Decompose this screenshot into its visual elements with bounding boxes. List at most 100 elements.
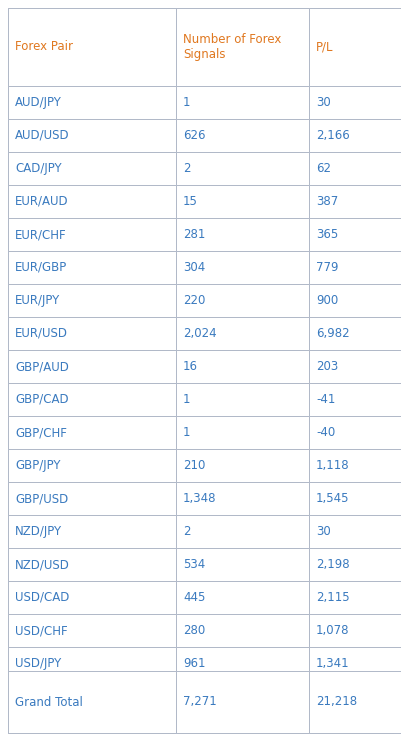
Text: 2,115: 2,115 [316, 591, 350, 604]
Text: 365: 365 [316, 228, 338, 241]
Bar [309, 284, 401, 317]
Bar [309, 383, 401, 416]
Text: GBP/JPY: GBP/JPY [15, 459, 61, 472]
Bar [176, 251, 309, 284]
Text: EUR/USD: EUR/USD [15, 327, 68, 340]
Text: GBP/AUD: GBP/AUD [15, 360, 69, 373]
Text: 203: 203 [316, 360, 338, 373]
Bar [309, 185, 401, 218]
Bar [176, 449, 309, 482]
Text: 445: 445 [183, 591, 205, 604]
Bar [8, 185, 176, 218]
Text: Forex Pair: Forex Pair [15, 41, 73, 53]
Bar [8, 449, 176, 482]
Text: 2: 2 [183, 162, 190, 175]
Text: Grand Total: Grand Total [15, 696, 83, 708]
Text: AUD/USD: AUD/USD [15, 129, 70, 142]
Bar [8, 86, 176, 119]
Bar [309, 614, 401, 647]
Bar [8, 350, 176, 383]
Bar [176, 350, 309, 383]
Bar [8, 647, 176, 680]
Bar [8, 152, 176, 185]
Text: 1,118: 1,118 [316, 459, 350, 472]
Text: 30: 30 [316, 525, 331, 538]
Bar [309, 548, 401, 581]
Bar [176, 119, 309, 152]
Bar [8, 671, 176, 733]
Text: NZD/USD: NZD/USD [15, 558, 70, 571]
Text: CAD/JPY: CAD/JPY [15, 162, 62, 175]
Text: GBP/CAD: GBP/CAD [15, 393, 69, 406]
Text: USD/CHF: USD/CHF [15, 624, 68, 637]
Bar [8, 251, 176, 284]
Bar [176, 614, 309, 647]
Text: -40: -40 [316, 426, 335, 439]
Bar [176, 647, 309, 680]
Text: USD/CAD: USD/CAD [15, 591, 69, 604]
Bar [309, 86, 401, 119]
Text: USD/JPY: USD/JPY [15, 657, 61, 670]
Text: 1: 1 [183, 393, 190, 406]
Bar [309, 350, 401, 383]
Bar [176, 416, 309, 449]
Text: 2,024: 2,024 [183, 327, 217, 340]
Bar [8, 317, 176, 350]
Text: 2: 2 [183, 525, 190, 538]
Bar [309, 8, 401, 86]
Text: 534: 534 [183, 558, 205, 571]
Text: 6,982: 6,982 [316, 327, 350, 340]
Bar [309, 449, 401, 482]
Text: 1,545: 1,545 [316, 492, 350, 505]
Bar [309, 317, 401, 350]
Bar [176, 218, 309, 251]
Text: 16: 16 [183, 360, 198, 373]
Text: EUR/JPY: EUR/JPY [15, 294, 60, 307]
Bar [8, 383, 176, 416]
Bar [176, 383, 309, 416]
Bar [176, 671, 309, 733]
Text: 2,166: 2,166 [316, 129, 350, 142]
Text: 7,271: 7,271 [183, 696, 217, 708]
Text: 210: 210 [183, 459, 205, 472]
Bar [8, 482, 176, 515]
Bar [309, 251, 401, 284]
Text: 900: 900 [316, 294, 338, 307]
Text: 1: 1 [183, 96, 190, 109]
Text: EUR/GBP: EUR/GBP [15, 261, 67, 274]
Text: 304: 304 [183, 261, 205, 274]
Bar [8, 416, 176, 449]
Bar [8, 284, 176, 317]
Bar [309, 515, 401, 548]
Bar [176, 185, 309, 218]
Text: 2,198: 2,198 [316, 558, 350, 571]
Bar [176, 581, 309, 614]
Text: 30: 30 [316, 96, 331, 109]
Bar [176, 284, 309, 317]
Bar [8, 8, 176, 86]
Bar [8, 548, 176, 581]
Text: GBP/CHF: GBP/CHF [15, 426, 67, 439]
Bar [176, 8, 309, 86]
Text: 21,218: 21,218 [316, 696, 357, 708]
Bar [309, 119, 401, 152]
Bar [309, 581, 401, 614]
Text: AUD/JPY: AUD/JPY [15, 96, 62, 109]
Bar [8, 218, 176, 251]
Bar [176, 548, 309, 581]
Bar [8, 515, 176, 548]
Bar [176, 515, 309, 548]
Text: 1,348: 1,348 [183, 492, 217, 505]
Bar [309, 671, 401, 733]
Bar [309, 482, 401, 515]
Bar [309, 218, 401, 251]
Text: 1,078: 1,078 [316, 624, 350, 637]
Bar [8, 614, 176, 647]
Text: NZD/JPY: NZD/JPY [15, 525, 62, 538]
Text: 15: 15 [183, 195, 198, 208]
Text: GBP/USD: GBP/USD [15, 492, 68, 505]
Text: 280: 280 [183, 624, 205, 637]
Text: 626: 626 [183, 129, 205, 142]
Text: 62: 62 [316, 162, 331, 175]
Text: Number of Forex
Signals: Number of Forex Signals [183, 33, 282, 61]
